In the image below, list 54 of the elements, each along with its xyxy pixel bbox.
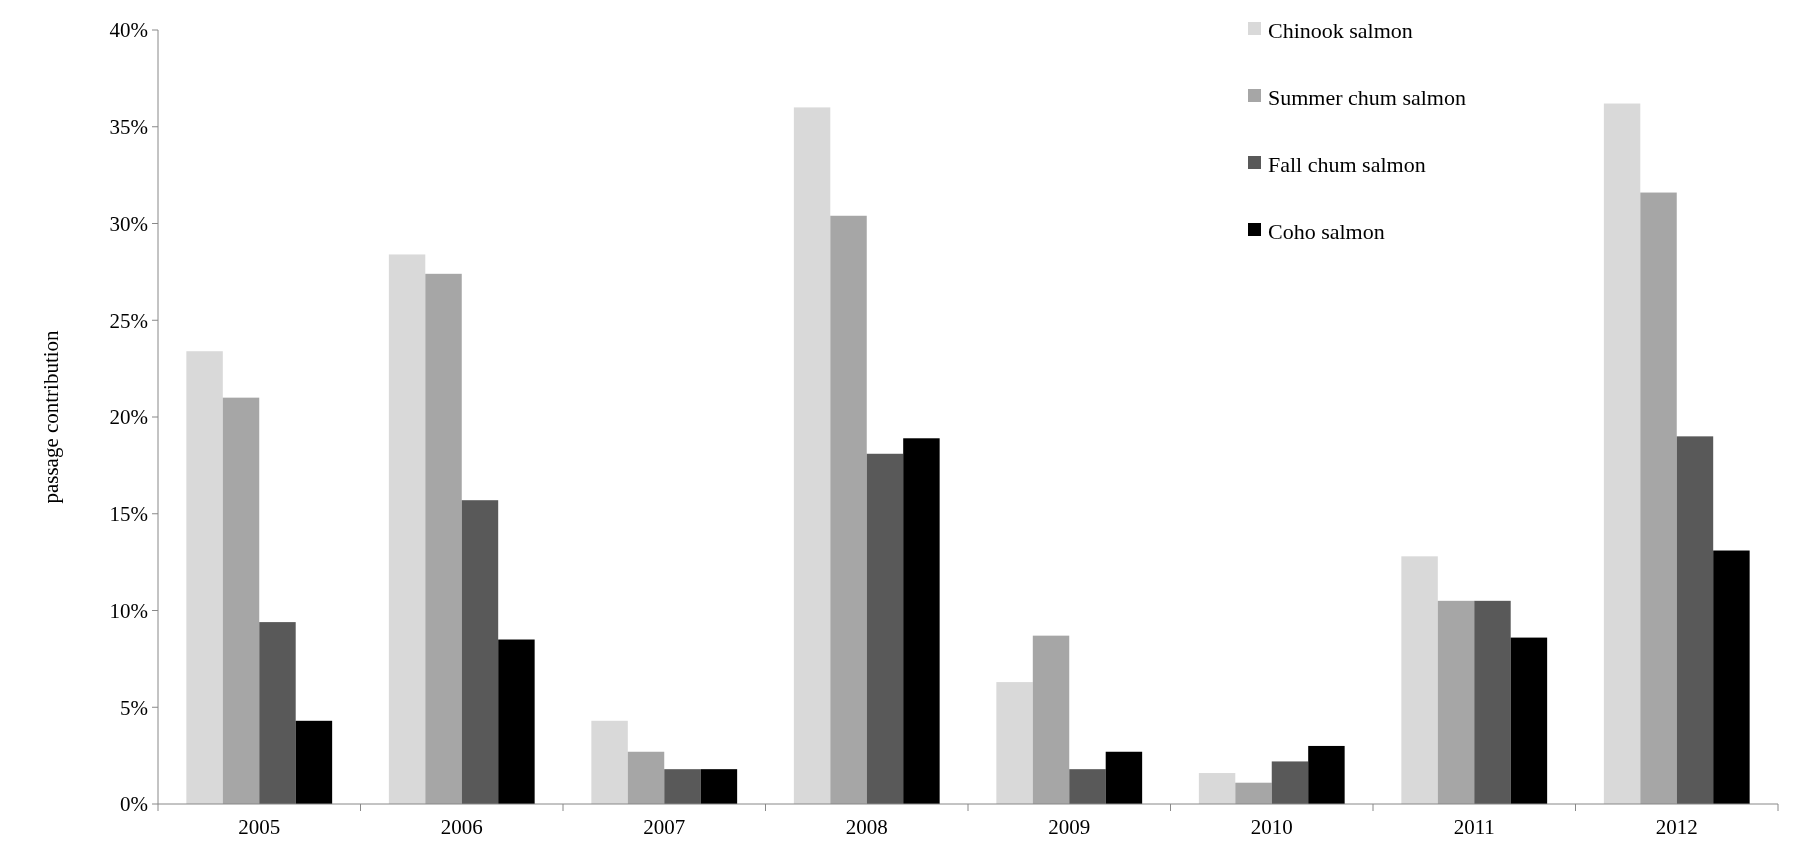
bar <box>1510 637 1548 804</box>
bar <box>1713 550 1750 804</box>
x-tick-label: 2005 <box>238 815 281 839</box>
y-tick-label: 30% <box>109 211 148 236</box>
bar <box>388 254 426 804</box>
bar <box>1401 556 1438 804</box>
bar <box>1603 103 1641 804</box>
x-tick-label: 2008 <box>845 815 888 839</box>
bar <box>1105 751 1143 804</box>
bar <box>700 769 738 804</box>
bar <box>1474 600 1511 804</box>
bar <box>1676 436 1714 804</box>
bar <box>498 639 535 804</box>
x-tick-label: 2011 <box>1453 815 1495 839</box>
bar <box>1437 600 1475 804</box>
y-tick-label: 25% <box>109 308 148 333</box>
bar <box>1235 782 1272 804</box>
y-tick-label: 0% <box>120 792 148 817</box>
y-axis-title: passage contribution <box>39 329 63 504</box>
bar <box>591 720 628 804</box>
x-tick-label: 2007 <box>643 815 686 839</box>
bar <box>1271 761 1309 804</box>
x-tick-label: 2006 <box>440 815 483 839</box>
legend-label: Summer chum salmon <box>1268 84 1466 110</box>
legend-label: Chinook salmon <box>1268 17 1413 43</box>
bar <box>1069 769 1106 804</box>
x-tick-label: 2009 <box>1048 815 1091 839</box>
bar <box>866 453 904 804</box>
y-tick-label: 35% <box>109 115 148 140</box>
bar <box>461 500 499 804</box>
bar <box>1198 773 1236 804</box>
y-tick-label: 20% <box>109 405 148 430</box>
y-tick-label: 5% <box>120 695 148 720</box>
bar <box>425 273 462 804</box>
legend-label: Fall chum salmon <box>1268 151 1426 177</box>
bar <box>996 682 1033 804</box>
x-tick-label: 2012 <box>1655 815 1698 839</box>
bar <box>186 351 223 804</box>
bar <box>793 107 831 804</box>
bar <box>627 751 665 804</box>
y-tick-label: 10% <box>109 598 148 623</box>
bar <box>259 622 296 804</box>
bar <box>1640 192 1677 804</box>
bar <box>1308 745 1345 804</box>
bar <box>295 720 333 804</box>
bar <box>664 769 701 804</box>
bar <box>222 397 260 804</box>
x-tick-label: 2010 <box>1250 815 1293 839</box>
y-tick-label: 15% <box>109 502 148 527</box>
y-tick-label: 40% <box>109 18 148 43</box>
bar <box>830 215 867 804</box>
legend-label: Coho salmon <box>1268 218 1385 244</box>
bar <box>903 438 940 804</box>
bar <box>1032 635 1070 804</box>
